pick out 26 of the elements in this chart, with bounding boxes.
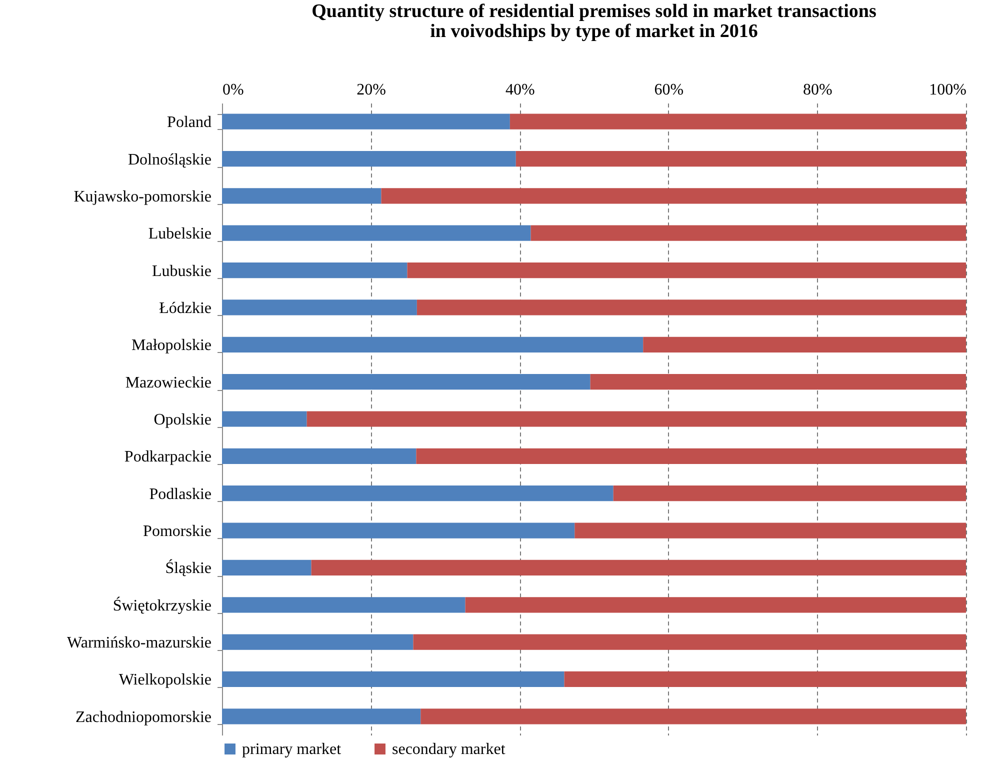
- y-tick-label: Pomorskie: [143, 523, 212, 540]
- y-tick-label: Podkarpackie: [124, 448, 212, 466]
- x-tick-label: 60%: [654, 82, 684, 98]
- chart-title: Quantity structure of residential premises sold in market transactions in voivodships by type of market in 2016: [312, 1, 876, 42]
- y-tick-label: Śląskie: [165, 559, 212, 578]
- x-tick-label: 100%: [929, 82, 966, 98]
- y-tick-label: Małopolskie: [132, 337, 212, 354]
- y-tick-label: Świętokrzyskie: [112, 596, 212, 614]
- x-tick-label: 80%: [803, 82, 832, 98]
- y-tick-label: Opolskie: [154, 412, 212, 428]
- y-tick-label: Mazowieckie: [125, 374, 212, 392]
- y-tick-label: Łódzkie: [159, 300, 212, 317]
- y-tick-label: Warmińsko-mazurskie: [67, 634, 212, 652]
- y-tick-label: Lubuskie: [152, 262, 212, 280]
- x-tick-label: 40%: [505, 82, 535, 98]
- y-tick-label: Zachodniopomorskie: [76, 708, 212, 726]
- y-tick-label: Podlaskie: [149, 486, 212, 503]
- y-tick-label: Lubelskie: [148, 226, 212, 243]
- y-tick-label: Kujawsko-pomorskie: [74, 188, 212, 206]
- legend-label: secondary market: [392, 741, 506, 758]
- y-tick-label: Poland: [167, 114, 212, 132]
- x-tick-label: 20%: [356, 82, 386, 98]
- x-tick-label: 0%: [222, 82, 244, 98]
- y-tick-label: Dolnośląskie: [128, 151, 212, 168]
- y-tick-label: Wielkopolskie: [118, 672, 212, 689]
- legend-label: primary market: [242, 741, 342, 758]
